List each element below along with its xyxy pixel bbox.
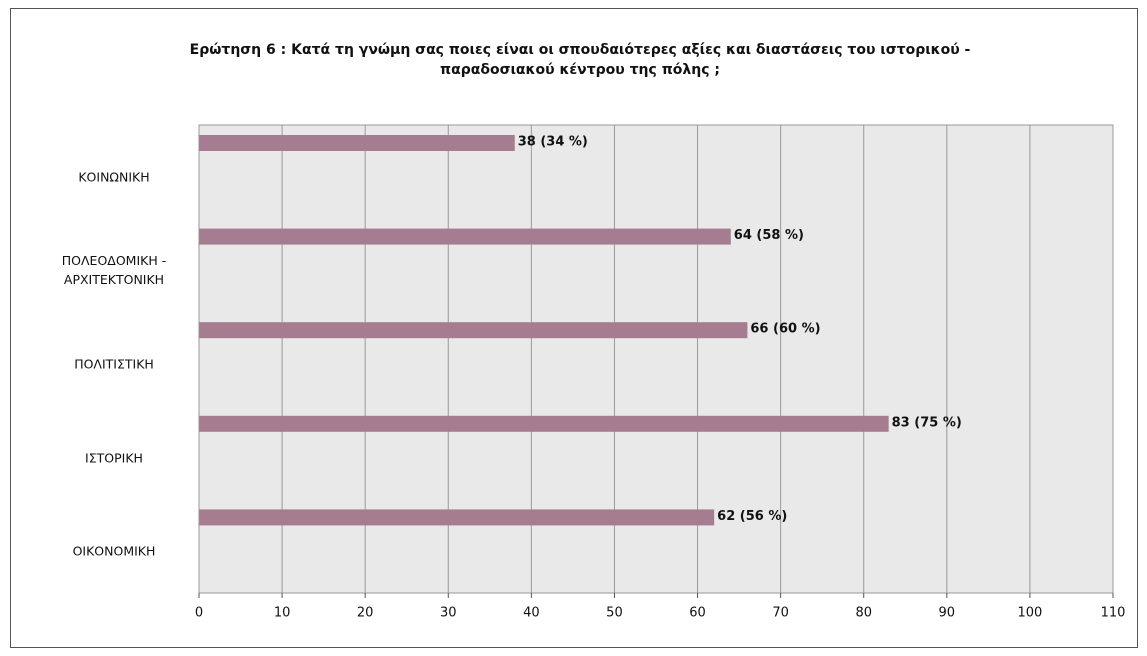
y-tick-label: ΠΟΛΙΤΙΣΤΙΚΗ	[74, 356, 154, 372]
bar	[199, 322, 748, 339]
x-tick-label: 30	[440, 606, 457, 621]
value-label: 64 (58 %)	[734, 228, 804, 243]
x-tick-label: 50	[606, 606, 623, 621]
x-tick-label: 0	[195, 606, 203, 621]
frame	[10, 8, 1138, 648]
bar	[199, 415, 889, 432]
x-tick-label: 10	[274, 606, 291, 621]
x-tick-label: 60	[689, 606, 706, 621]
chart-title: Ερώτηση 6 : Κατά τη γνώμη σας ποιες είνα…	[189, 42, 971, 78]
value-label: 66 (60 %)	[750, 322, 820, 337]
bar	[199, 135, 515, 151]
bar	[199, 509, 715, 526]
x-tick-label: 70	[772, 606, 789, 621]
value-label: 62 (56 %)	[717, 509, 787, 524]
x-tick-label: 40	[523, 606, 540, 621]
x-tick-label: 90	[939, 606, 956, 621]
x-tick-label: 20	[357, 606, 374, 621]
x-tick-label: 110	[1101, 606, 1126, 621]
bar	[199, 228, 731, 245]
x-tick-label: 100	[1017, 606, 1042, 621]
x-tick-label: 80	[855, 606, 872, 621]
y-tick-label: ΠΟΛΕΟΔΟΜΙΚΗ - ΑΡΧΙΤΕΚΤΟΝΙΚΗ	[61, 253, 167, 288]
y-tick-label: ΚΟΙΝΩΝΙΚΗ	[78, 169, 150, 185]
y-tick-label: ΙΣΤΟΡΙΚΗ	[85, 450, 143, 466]
value-label: 83 (75 %)	[892, 415, 962, 430]
value-label: 38 (34 %)	[518, 135, 588, 150]
y-tick-label: ΟΙΚΟΝΟΜΙΚΗ	[72, 543, 156, 559]
